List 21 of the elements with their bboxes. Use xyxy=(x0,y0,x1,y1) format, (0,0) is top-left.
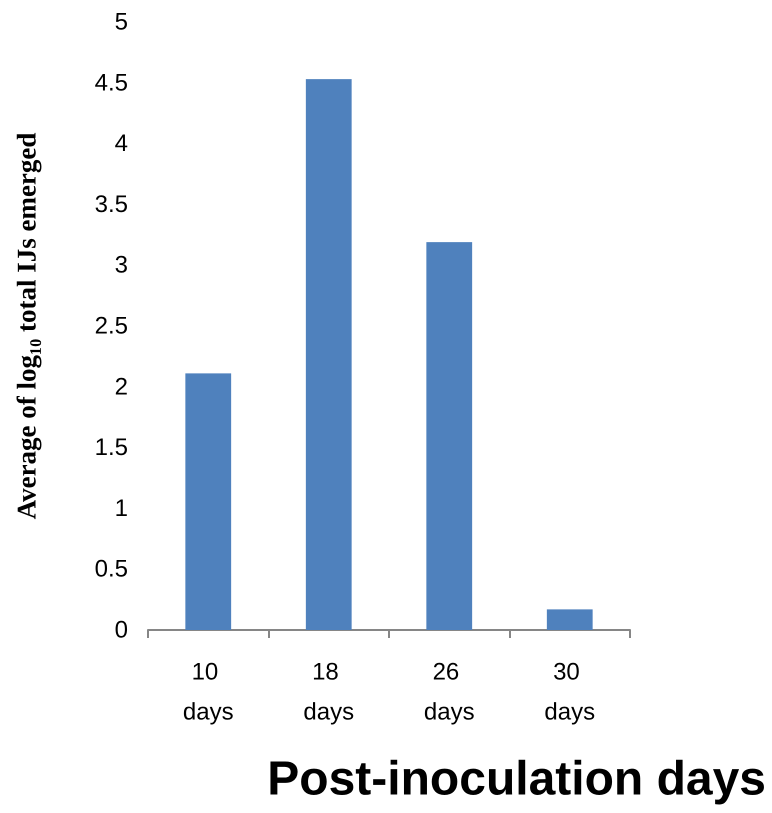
bar xyxy=(185,373,232,630)
bar xyxy=(306,79,352,630)
y-tick-label: 0 xyxy=(114,616,128,644)
y-tick-label: 1 xyxy=(114,494,128,522)
bar xyxy=(426,242,472,630)
y-tick-label: 2 xyxy=(114,373,128,400)
y-tick-label: 0.5 xyxy=(94,556,128,583)
x-tick-label: 10 days xyxy=(182,658,234,726)
x-tick-label: 26 days xyxy=(424,658,475,726)
y-tick-label: 1.5 xyxy=(94,434,128,462)
x-tick-label: 30 days xyxy=(544,658,596,726)
y-tick-label: 4 xyxy=(114,130,128,158)
y-tick-label: 4.5 xyxy=(94,69,128,96)
x-tick-label: 18 days xyxy=(303,658,354,726)
x-axis-title: Post-inoculation days xyxy=(267,752,766,806)
y-axis-title: Average of log₁₀ total IJs emerged xyxy=(12,132,42,520)
y-tick-label: 3.5 xyxy=(94,190,128,218)
bar xyxy=(546,609,593,630)
y-tick-label: 2.5 xyxy=(94,312,128,340)
y-tick-label: 5 xyxy=(114,8,128,36)
y-tick-label: 3 xyxy=(114,252,128,279)
